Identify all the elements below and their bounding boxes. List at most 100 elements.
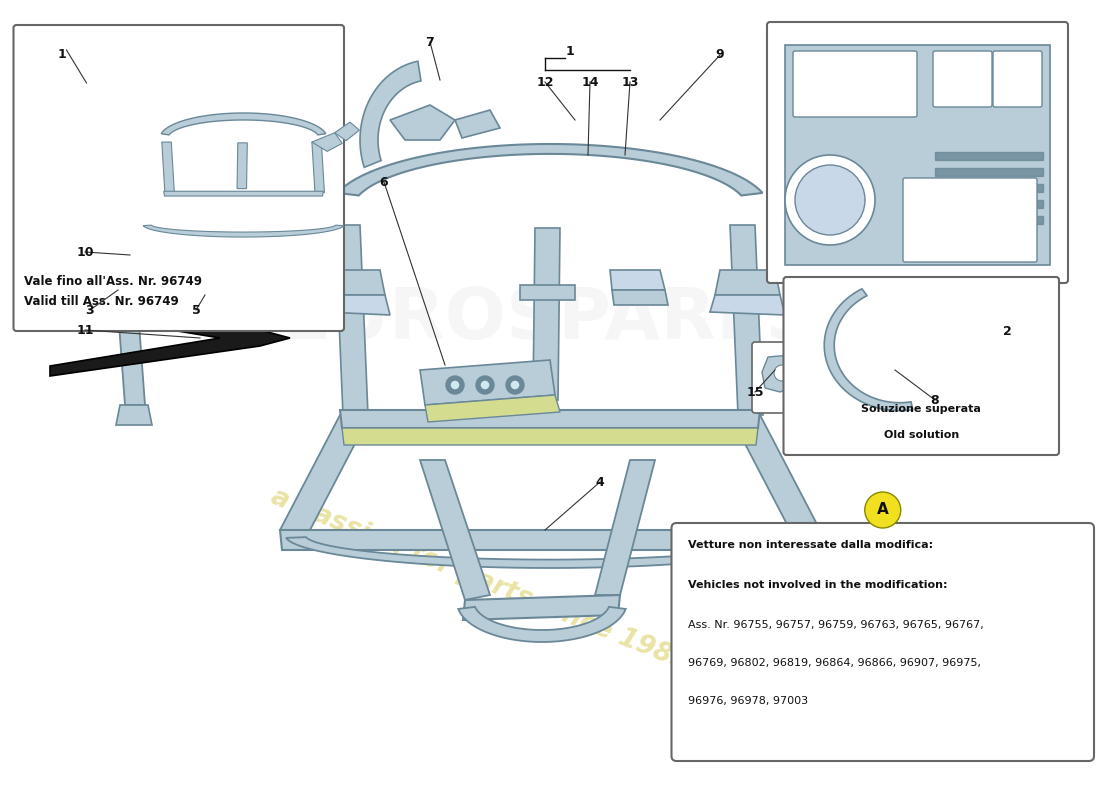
Polygon shape bbox=[425, 395, 560, 422]
Polygon shape bbox=[162, 113, 326, 135]
FancyBboxPatch shape bbox=[13, 25, 344, 331]
Text: 2: 2 bbox=[1003, 325, 1012, 338]
Text: 4: 4 bbox=[595, 475, 604, 489]
Text: 8: 8 bbox=[931, 394, 939, 406]
Polygon shape bbox=[342, 428, 758, 445]
FancyBboxPatch shape bbox=[903, 178, 1037, 262]
Polygon shape bbox=[360, 62, 421, 167]
Text: A: A bbox=[877, 502, 889, 518]
Text: 15: 15 bbox=[746, 386, 763, 398]
Circle shape bbox=[785, 155, 874, 245]
Polygon shape bbox=[236, 143, 248, 189]
Polygon shape bbox=[312, 133, 342, 151]
Circle shape bbox=[774, 365, 790, 381]
Text: 10: 10 bbox=[76, 246, 94, 258]
Circle shape bbox=[204, 283, 227, 307]
Polygon shape bbox=[455, 110, 500, 138]
FancyBboxPatch shape bbox=[993, 51, 1042, 107]
Text: Old solution: Old solution bbox=[883, 430, 959, 440]
Text: 7: 7 bbox=[426, 35, 434, 49]
Circle shape bbox=[506, 376, 524, 394]
Polygon shape bbox=[312, 142, 324, 193]
Polygon shape bbox=[334, 122, 360, 141]
Polygon shape bbox=[710, 295, 785, 315]
FancyBboxPatch shape bbox=[793, 51, 917, 117]
Bar bbox=[935, 168, 1043, 176]
Polygon shape bbox=[338, 144, 762, 195]
Text: 3: 3 bbox=[86, 303, 95, 317]
Text: 96976, 96978, 97003: 96976, 96978, 97003 bbox=[689, 696, 808, 706]
Circle shape bbox=[476, 376, 494, 394]
Polygon shape bbox=[730, 415, 820, 530]
FancyBboxPatch shape bbox=[933, 51, 992, 107]
Polygon shape bbox=[520, 285, 575, 300]
FancyBboxPatch shape bbox=[783, 277, 1059, 455]
Circle shape bbox=[480, 380, 490, 390]
Polygon shape bbox=[390, 105, 455, 140]
Text: 11: 11 bbox=[76, 323, 94, 337]
Text: EUROSPARES: EUROSPARES bbox=[282, 286, 818, 354]
Bar bbox=[935, 152, 1043, 160]
Polygon shape bbox=[420, 460, 490, 600]
Text: Soluzione superata: Soluzione superata bbox=[861, 404, 981, 414]
Text: 6: 6 bbox=[379, 175, 388, 189]
Polygon shape bbox=[612, 290, 668, 305]
Circle shape bbox=[865, 492, 901, 528]
Text: 12: 12 bbox=[537, 75, 553, 89]
Polygon shape bbox=[108, 250, 155, 290]
Polygon shape bbox=[286, 537, 814, 568]
Polygon shape bbox=[459, 607, 626, 642]
Polygon shape bbox=[340, 410, 760, 428]
Polygon shape bbox=[610, 270, 665, 290]
Polygon shape bbox=[715, 270, 780, 295]
Bar bbox=[935, 200, 1043, 208]
Polygon shape bbox=[785, 45, 1050, 265]
FancyBboxPatch shape bbox=[767, 22, 1068, 283]
Text: 14: 14 bbox=[581, 75, 598, 89]
Text: 1: 1 bbox=[57, 48, 66, 61]
Polygon shape bbox=[50, 300, 290, 376]
Polygon shape bbox=[762, 355, 800, 392]
Polygon shape bbox=[135, 240, 175, 270]
Polygon shape bbox=[164, 191, 323, 196]
Polygon shape bbox=[185, 250, 240, 320]
Text: a passion for parts since 1985: a passion for parts since 1985 bbox=[267, 484, 693, 676]
Polygon shape bbox=[324, 295, 390, 315]
Polygon shape bbox=[534, 228, 560, 400]
Text: Valid till Ass. Nr. 96749: Valid till Ass. Nr. 96749 bbox=[24, 295, 179, 308]
Text: 9: 9 bbox=[716, 49, 724, 62]
Bar bbox=[935, 216, 1043, 224]
Text: 1: 1 bbox=[565, 45, 574, 58]
Polygon shape bbox=[280, 530, 820, 550]
Polygon shape bbox=[280, 415, 370, 530]
Circle shape bbox=[510, 380, 520, 390]
Text: 5: 5 bbox=[191, 303, 200, 317]
Polygon shape bbox=[865, 275, 912, 292]
Polygon shape bbox=[116, 270, 145, 405]
Text: Ass. Nr. 96755, 96757, 96759, 96763, 96765, 96767,: Ass. Nr. 96755, 96757, 96759, 96763, 967… bbox=[689, 620, 984, 630]
Circle shape bbox=[450, 380, 460, 390]
Polygon shape bbox=[320, 270, 385, 295]
Polygon shape bbox=[116, 405, 152, 425]
Circle shape bbox=[446, 376, 464, 394]
Bar bbox=[935, 184, 1043, 192]
Polygon shape bbox=[50, 232, 282, 280]
Polygon shape bbox=[595, 460, 654, 595]
Text: 96769, 96802, 96819, 96864, 96866, 96907, 96975,: 96769, 96802, 96819, 96864, 96866, 96907… bbox=[689, 658, 981, 668]
Text: 13: 13 bbox=[621, 75, 639, 89]
Polygon shape bbox=[162, 142, 174, 193]
Polygon shape bbox=[143, 225, 344, 237]
Polygon shape bbox=[336, 225, 368, 415]
FancyBboxPatch shape bbox=[671, 523, 1094, 761]
Polygon shape bbox=[858, 290, 925, 400]
Circle shape bbox=[795, 165, 865, 235]
Polygon shape bbox=[824, 289, 913, 410]
Text: Vehicles not involved in the modification:: Vehicles not involved in the modificatio… bbox=[689, 580, 948, 590]
Circle shape bbox=[208, 288, 222, 302]
Polygon shape bbox=[730, 225, 763, 415]
Polygon shape bbox=[420, 360, 556, 405]
Text: Vale fino all'Ass. Nr. 96749: Vale fino all'Ass. Nr. 96749 bbox=[24, 275, 202, 288]
Polygon shape bbox=[463, 595, 620, 620]
FancyBboxPatch shape bbox=[752, 342, 838, 413]
Polygon shape bbox=[838, 345, 865, 395]
